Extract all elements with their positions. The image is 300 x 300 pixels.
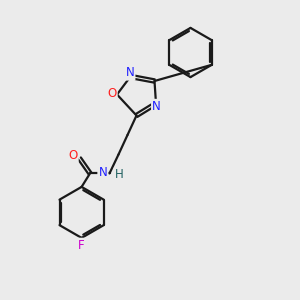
Text: O: O [107, 86, 116, 100]
Text: N: N [152, 100, 161, 113]
Text: N: N [125, 66, 134, 80]
Text: O: O [68, 149, 77, 162]
Text: H: H [115, 168, 124, 182]
Text: N: N [98, 166, 107, 179]
Text: F: F [78, 239, 85, 252]
